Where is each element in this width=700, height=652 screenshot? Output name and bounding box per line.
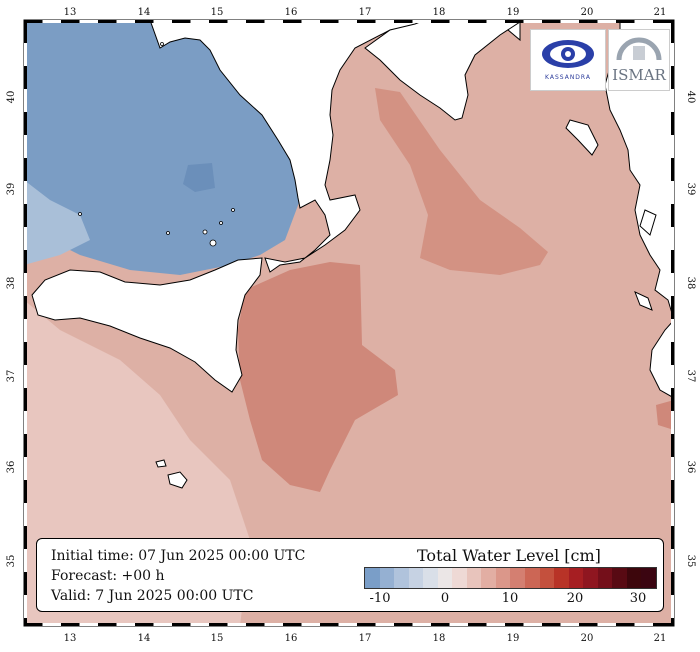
ismar-logo-text: ISMAR (612, 66, 666, 84)
land-aeolian-2 (202, 229, 208, 235)
ismar-emblem-icon (616, 37, 662, 61)
initial-time-text: Initial time: 07 Jun 2025 00:00 UTC (51, 548, 306, 564)
ismar-logo: ISMAR (608, 29, 670, 91)
land-sicily (31, 257, 263, 393)
bottom-lon-label: 14 (138, 633, 151, 644)
top-lon-label: 17 (359, 7, 372, 18)
land-italy (149, 20, 521, 273)
legend-color-cell (568, 568, 584, 588)
right-lat-label: 36 (685, 461, 696, 474)
legend-color-cell (641, 568, 656, 588)
kassandra-logo-text: KASSANDRA (545, 74, 591, 81)
right-lat-label: 40 (685, 91, 696, 104)
land-island-small (160, 42, 164, 46)
bottom-lon-label: 20 (581, 633, 594, 644)
legend-color-cell (539, 568, 555, 588)
legend-color-cell (365, 568, 380, 588)
legend-tick-label: -10 (369, 591, 391, 606)
sea-positive-dark-zone-1 (238, 262, 398, 492)
legend-color-cell (466, 568, 482, 588)
legend-color-cell (481, 568, 496, 588)
sea-negative-dark-patch (183, 163, 215, 192)
frame-ticks (24, 20, 674, 626)
top-lon-label: 18 (433, 7, 446, 18)
sea-positive-dark-zone-3 (656, 400, 674, 430)
land-aeolian-4 (231, 208, 235, 212)
legend-tick-label: 0 (440, 591, 450, 606)
legend-colorbar (364, 567, 657, 589)
land-greece (604, 20, 674, 399)
left-lat-label: 39 (6, 183, 17, 196)
bottom-lon-label: 16 (285, 633, 298, 644)
top-lon-labels: 13 14 15 16 17 18 19 20 21 (64, 7, 667, 18)
land-corfu (565, 119, 599, 156)
valid-text: Valid: 7 Jun 2025 00:00 UTC (51, 588, 254, 604)
legend-color-cell (597, 568, 613, 588)
right-lat-label: 39 (685, 183, 696, 196)
kassandra-logo: KASSANDRA (530, 29, 606, 91)
legend-color-cell (510, 568, 526, 588)
legend-color-cell (626, 568, 642, 588)
land-zakynthos (639, 209, 657, 236)
info-panel: Initial time: 07 Jun 2025 00:00 UTC Fore… (36, 538, 664, 612)
top-lon-label: 20 (581, 7, 594, 18)
sea-positive-dark-zone-2 (375, 88, 548, 275)
legend-color-cell (408, 568, 424, 588)
legend-tick-label: 10 (501, 591, 519, 606)
top-lon-label: 13 (64, 7, 77, 18)
left-lat-label: 38 (6, 277, 17, 290)
top-lon-label: 16 (285, 7, 298, 18)
bottom-lon-label: 13 (64, 633, 77, 644)
right-lat-label: 37 (685, 370, 696, 383)
legend-tick-label: 30 (629, 591, 647, 606)
legend-color-cell (612, 568, 627, 588)
land-gozo (155, 459, 167, 468)
legend-color-cell (554, 568, 569, 588)
legend-color-cell (437, 568, 453, 588)
legend-title: Total Water Level [cm] (417, 546, 601, 565)
top-lon-label: 15 (211, 7, 224, 18)
legend-color-cell (379, 568, 395, 588)
bottom-lon-label: 18 (433, 633, 446, 644)
bottom-lon-label: 19 (507, 633, 520, 644)
forecast-text: Forecast: +00 h (51, 568, 165, 584)
land-ustica (78, 212, 82, 216)
left-lat-labels: 40 39 38 37 36 35 (6, 91, 17, 568)
top-lon-label: 21 (654, 7, 667, 18)
left-lat-label: 40 (6, 91, 17, 104)
top-lon-label: 19 (507, 7, 520, 18)
top-lon-label: 14 (138, 7, 151, 18)
land-malta (167, 471, 188, 489)
bottom-lon-label: 17 (359, 633, 372, 644)
right-lat-label: 35 (685, 555, 696, 568)
land-capri (166, 231, 170, 235)
legend-color-cell (583, 568, 598, 588)
bottom-lon-label: 15 (211, 633, 224, 644)
bottom-lon-label: 21 (654, 633, 667, 644)
right-lat-label: 38 (685, 277, 696, 290)
left-lat-label: 35 (6, 555, 17, 568)
bottom-lon-labels: 13 14 15 16 17 18 19 20 21 (64, 633, 667, 644)
land-kefalonia (634, 291, 653, 311)
left-lat-label: 37 (6, 370, 17, 383)
sea-negative-light-zone (24, 180, 90, 265)
right-lat-labels: 40 39 38 37 36 35 (685, 91, 696, 568)
legend-color-cell (525, 568, 540, 588)
left-lat-label: 36 (6, 461, 17, 474)
land-aeolian-3 (219, 221, 223, 225)
land-aeolian-1 (209, 239, 217, 247)
legend-color-cell (495, 568, 511, 588)
kassandra-eye-icon (542, 40, 594, 68)
legend-color-cell (452, 568, 467, 588)
legend-color-cell (423, 568, 438, 588)
legend-color-cell (394, 568, 409, 588)
legend-tick-label: 20 (566, 591, 584, 606)
